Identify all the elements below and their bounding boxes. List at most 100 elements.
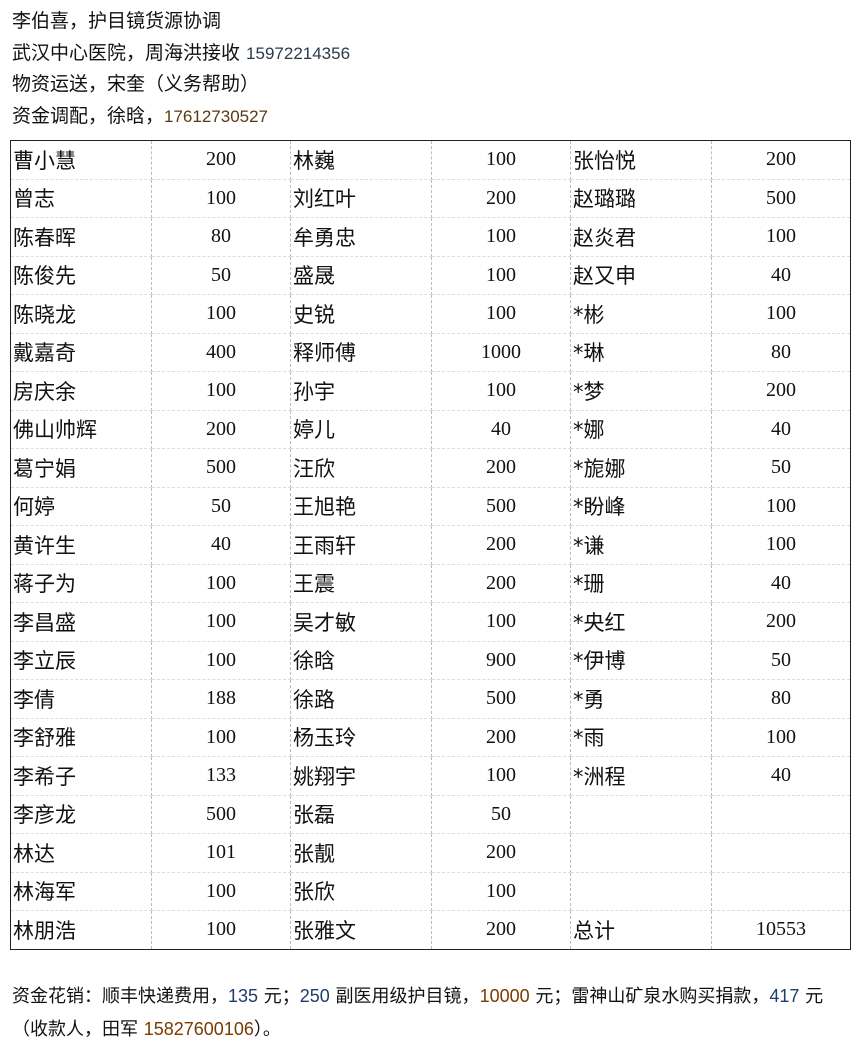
table-row: 葛宁娟 500 汪欣 200 *旎娜 50: [10, 448, 851, 488]
donation-amount: 50: [431, 795, 571, 834]
donation-amount: 80: [711, 333, 851, 372]
donation-amount: 200: [711, 140, 851, 180]
donation-amount: 101: [151, 833, 291, 873]
donation-amount: 500: [431, 487, 571, 526]
donor-name: 史锐: [290, 294, 432, 334]
funds-text: 资金调配，徐晗，: [12, 104, 165, 127]
donation-amount: 200: [151, 410, 291, 449]
donor-name: *盼峰: [570, 487, 712, 526]
donation-amount: 100: [151, 179, 291, 218]
donation-amount: 200: [431, 179, 571, 218]
donation-amount: 200: [151, 140, 291, 180]
donor-name: 陈晓龙: [10, 294, 152, 334]
table-row: 李倩 188 徐路 500 *勇 80: [10, 679, 851, 719]
donation-amount: [711, 872, 851, 911]
donor-name: 李彦龙: [10, 795, 152, 834]
donation-amount: [711, 795, 851, 834]
donor-name: *梦: [570, 371, 712, 411]
donation-amount: 100: [151, 371, 291, 411]
donor-name: *洲程: [570, 756, 712, 796]
donation-amount: 40: [711, 564, 851, 603]
donation-amount: 100: [151, 718, 291, 757]
donor-name: 李倩: [10, 679, 152, 719]
donation-amount: 100: [151, 294, 291, 334]
donation-amount: 100: [711, 487, 851, 526]
donation-amount: 500: [711, 179, 851, 218]
donor-name: *雨: [570, 718, 712, 757]
donor-name: 王旭艳: [290, 487, 432, 526]
donation-amount: 200: [431, 525, 571, 565]
donation-amount: 200: [431, 910, 571, 950]
header-line-2: 武汉中心医院，周海洪接收 15972214356: [12, 38, 350, 70]
donor-name: 汪欣: [290, 448, 432, 488]
donor-name: *伊博: [570, 641, 712, 680]
donor-name: 婷儿: [290, 410, 432, 449]
donor-name: 黄许生: [10, 525, 152, 565]
donation-amount: 500: [151, 448, 291, 488]
donation-amount: 200: [431, 448, 571, 488]
donation-amount: [711, 833, 851, 873]
donor-name: 曹小慧: [10, 140, 152, 180]
donation-amount: 100: [711, 217, 851, 257]
table-row: 李昌盛 100 吴才敏 100 *央红 200: [10, 602, 851, 642]
table-row: 陈俊先 50 盛晟 100 赵又申 40: [10, 256, 851, 295]
table-row: 李彦龙 500 张磊 50: [10, 795, 851, 834]
expense-text: 元；: [258, 986, 300, 1007]
header-line-4: 资金调配，徐晗，17612730527: [12, 101, 350, 133]
table-row: 曾志 100 刘红叶 200 赵璐璐 500: [10, 179, 851, 218]
donor-name: 林朋浩: [10, 910, 152, 950]
table-row: 李舒雅 100 杨玉玲 200 *雨 100: [10, 718, 851, 757]
donation-amount: 50: [711, 641, 851, 680]
donation-amount: 188: [151, 679, 291, 719]
donation-amount: 500: [151, 795, 291, 834]
table-row: 何婷 50 王旭艳 500 *盼峰 100: [10, 487, 851, 526]
expense-text: 元；雷神山矿泉水购买捐款，: [529, 986, 770, 1007]
table-row: 蒋子为 100 王震 200 *珊 40: [10, 564, 851, 603]
table-row: 曹小慧 200 林巍 100 张怡悦 200: [10, 140, 851, 180]
donation-amount: 133: [151, 756, 291, 796]
table-row: 陈晓龙 100 史锐 100 *彬 100: [10, 294, 851, 334]
donor-name: 孙宇: [290, 371, 432, 411]
donation-amount: 100: [431, 756, 571, 796]
expense-text: ）。: [253, 1019, 281, 1040]
donation-amount: 50: [151, 256, 291, 295]
donor-name: 蒋子为: [10, 564, 152, 603]
donor-name: 戴嘉奇: [10, 333, 152, 372]
donation-amount: 50: [151, 487, 291, 526]
table-row: 李立辰 100 徐晗 900 *伊博 50: [10, 641, 851, 680]
donor-name: 赵炎君: [570, 217, 712, 257]
header-line-3: 物资运送，宋奎（义务帮助）: [12, 73, 260, 95]
donor-name: 赵又申: [570, 256, 712, 295]
donor-name: 曾志: [10, 179, 152, 218]
donor-name: 释师傅: [290, 333, 432, 372]
donor-name: 盛晟: [290, 256, 432, 295]
donor-name: *谦: [570, 525, 712, 565]
donor-name: 徐晗: [290, 641, 432, 680]
donor-name: 杨玉玲: [290, 718, 432, 757]
expense-amount: 250: [299, 986, 330, 1006]
funds-phone: 17612730527: [164, 106, 269, 126]
donation-amount: 100: [151, 641, 291, 680]
expense-amount: 135: [228, 986, 259, 1006]
donor-name: 林巍: [290, 140, 432, 180]
donor-name: 刘红叶: [290, 179, 432, 218]
donor-name: 葛宁娟: [10, 448, 152, 488]
donation-amount: 100: [431, 140, 571, 180]
donation-amount: 200: [431, 718, 571, 757]
expense-amount: 417: [769, 986, 800, 1006]
donation-amount: 100: [431, 217, 571, 257]
donor-name: 吴才敏: [290, 602, 432, 642]
donor-name: 赵璐璐: [570, 179, 712, 218]
donor-name: 李希子: [10, 756, 152, 796]
donation-amount: 100: [431, 256, 571, 295]
donor-name: 总计: [570, 910, 712, 950]
donor-name: 姚翔宇: [290, 756, 432, 796]
donor-name: 张靓: [290, 833, 432, 873]
donor-name: *彬: [570, 294, 712, 334]
donation-amount: 900: [431, 641, 571, 680]
donor-name: 房庆余: [10, 371, 152, 411]
expense-text: 副医用级护目镜，: [329, 986, 480, 1007]
donation-table: 曹小慧 200 林巍 100 张怡悦 200 曾志 100 刘红叶 200 赵璐璐 500 陈春晖 80 牟…: [10, 140, 851, 950]
donation-amount: 100: [431, 872, 571, 911]
donor-name: 张磊: [290, 795, 432, 834]
